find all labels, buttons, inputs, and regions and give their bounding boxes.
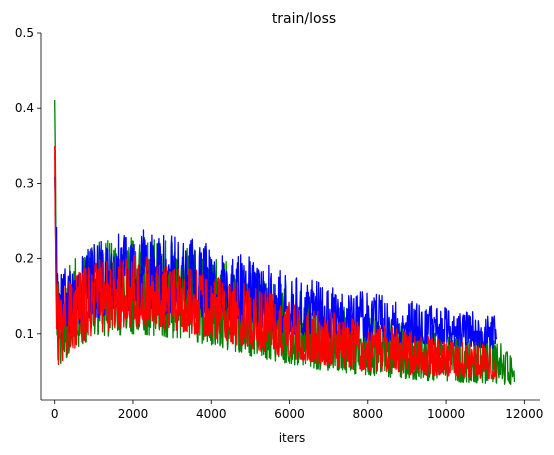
x-ticks: 0 2000 4000 6000 8000 10000 12000: [51, 400, 543, 421]
x-tick-label: 2000: [118, 407, 149, 421]
x-tick-label: 8000: [353, 407, 384, 421]
y-tick-label: 0.5: [15, 26, 34, 40]
y-ticks: 0.1 0.2 0.3 0.4 0.5: [15, 26, 41, 341]
y-tick-label: 0.2: [15, 252, 34, 266]
x-tick-label: 0: [51, 407, 59, 421]
x-tick-label: 4000: [196, 407, 227, 421]
series-group: [54, 100, 516, 386]
loss-series-line: [54, 146, 498, 380]
y-tick-label: 0.4: [15, 101, 34, 115]
x-tick-label: 12000: [505, 407, 543, 421]
y-tick-label: 0.1: [15, 327, 34, 341]
x-tick-label: 6000: [274, 407, 305, 421]
y-tick-label: 0.3: [15, 176, 34, 190]
x-axis-label: iters: [279, 431, 306, 445]
chart-title: train/loss: [272, 11, 336, 27]
x-tick-label: 10000: [427, 407, 465, 421]
